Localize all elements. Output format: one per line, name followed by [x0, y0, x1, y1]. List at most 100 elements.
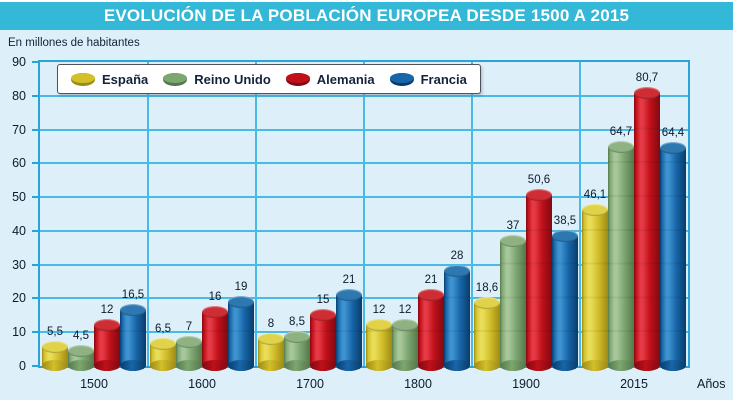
reino-unido-marker-icon	[163, 72, 188, 86]
bar-value-label: 4,5	[73, 329, 89, 342]
bar: 21	[336, 274, 362, 371]
bar-value-label: 8	[267, 317, 275, 330]
bar: 28	[444, 250, 470, 371]
bar-value-label: 38,5	[553, 214, 577, 227]
legend-label: Alemania	[316, 71, 375, 87]
y-tick	[32, 196, 38, 199]
y-tick	[32, 61, 38, 63]
bar: 12	[366, 304, 392, 371]
x-tick-label: 1800	[404, 377, 432, 391]
y-tick-label: 20	[12, 291, 26, 306]
x-tick-label: 1500	[80, 377, 108, 391]
bar-group: 12 12 21 28	[364, 62, 472, 371]
bar-value-label: 19	[234, 280, 248, 293]
bar-value-label: 46,1	[583, 189, 607, 202]
bar: 4,5	[68, 330, 94, 372]
plot-area: 5,5 4,5 12 16,5 6,5 7 16 19 8 8,5 15 21 12 12 21 28 18,6…	[38, 60, 690, 372]
title-bar: EVOLUCIÓN DE LA POBLACIÓN EUROPEA DESDE …	[0, 2, 733, 30]
bar-value-label: 12	[398, 304, 412, 317]
bar: 37	[500, 220, 526, 371]
bar: 21	[418, 274, 444, 371]
bar: 12	[94, 304, 120, 371]
chart-title: EVOLUCIÓN DE LA POBLACIÓN EUROPEA DESDE …	[103, 6, 630, 25]
legend-label: España	[102, 71, 149, 87]
y-tick	[32, 128, 38, 131]
legend-item: España	[71, 72, 148, 87]
bar: 16,5	[120, 289, 146, 371]
y-tick	[32, 229, 38, 232]
alemania-marker-icon	[285, 72, 310, 86]
y-tick-label: 10	[12, 325, 26, 340]
y-tick-label: 30	[12, 257, 26, 272]
legend: España Reino Unido Alemania Francia	[57, 64, 481, 94]
bar-value-label: 64,4	[661, 127, 685, 140]
x-tick-label: 1600	[188, 377, 216, 391]
bar: 16	[202, 291, 228, 372]
bar: 15	[310, 294, 336, 371]
y-tick-label: 60	[12, 156, 26, 171]
bar-group: 5,5 4,5 12 16,5	[40, 62, 148, 372]
bar-value-label: 21	[424, 274, 438, 287]
bar: 5,5	[42, 326, 68, 371]
bar-value-label: 28	[450, 250, 464, 263]
bar: 8	[258, 318, 284, 372]
bar-value-label: 21	[342, 274, 356, 287]
x-axis-title: Años	[697, 377, 726, 391]
legend-label: Reino Unido	[194, 71, 271, 87]
y-tick	[32, 331, 38, 334]
bar-group: 6,5 7 16 19	[148, 62, 256, 372]
y-tick	[32, 365, 38, 367]
bar: 64,7	[608, 126, 634, 371]
bar: 46,1	[582, 189, 608, 371]
bar: 6,5	[150, 323, 176, 371]
units-note: En millones de habitantes	[8, 37, 140, 49]
bar-group: 46,1 64,7 80,7 64,4	[580, 62, 688, 371]
bar-value-label: 50,6	[527, 174, 551, 187]
bar-value-label: 8,5	[289, 316, 305, 329]
bar-value-label: 37	[506, 220, 520, 233]
bar-value-label: 16	[208, 290, 222, 303]
y-tick	[32, 162, 38, 165]
x-tick-label: 2015	[620, 377, 648, 391]
y-axis-labels: 0 10 20 30 40 50 60 70 80 90	[0, 55, 38, 373]
legend-item: Reino Unido	[163, 72, 271, 87]
bar-value-label: 15	[316, 294, 330, 307]
gridline-v	[255, 62, 257, 366]
y-tick-label: 70	[12, 122, 26, 137]
bar-value-label: 18,6	[475, 282, 499, 295]
bar: 8,5	[284, 316, 310, 371]
y-tick-label: 40	[12, 223, 26, 238]
y-tick-label: 90	[12, 55, 26, 69]
bar-value-label: 16,5	[121, 289, 145, 302]
y-tick-label: 80	[12, 88, 26, 103]
bar: 19	[228, 281, 254, 372]
gridline-v	[363, 62, 365, 366]
bar-value-label: 7	[185, 321, 193, 334]
bar: 7	[176, 321, 202, 371]
legend-item: Alemania	[285, 71, 375, 87]
bar-value-label: 80,7	[635, 72, 659, 85]
bar: 50,6	[526, 174, 552, 371]
bar-value-label: 12	[372, 304, 386, 317]
bar-group: 8 8,5 15 21	[256, 62, 364, 372]
bar: 12	[392, 304, 418, 371]
bar-value-label: 64,7	[609, 126, 633, 139]
bar-value-label: 6,5	[155, 323, 171, 336]
bar-value-label: 5,5	[47, 326, 63, 339]
gridline-v	[579, 62, 581, 366]
gridline-v	[471, 62, 473, 366]
y-tick-label: 0	[19, 359, 26, 373]
gridline-v	[147, 62, 149, 366]
españa-marker-icon	[71, 72, 95, 86]
bar: 64,4	[660, 127, 686, 371]
x-tick-label: 1700	[296, 377, 324, 391]
x-tick-label: 1900	[512, 377, 540, 391]
y-tick-label: 50	[12, 190, 26, 205]
bar: 38,5	[552, 215, 578, 372]
bar-group: 18,6 37 50,6 38,5	[472, 62, 580, 372]
legend-label: Francia	[420, 71, 467, 87]
legend-item: Francia	[389, 71, 467, 87]
bar: 80,7	[634, 72, 660, 371]
y-tick	[32, 263, 38, 266]
